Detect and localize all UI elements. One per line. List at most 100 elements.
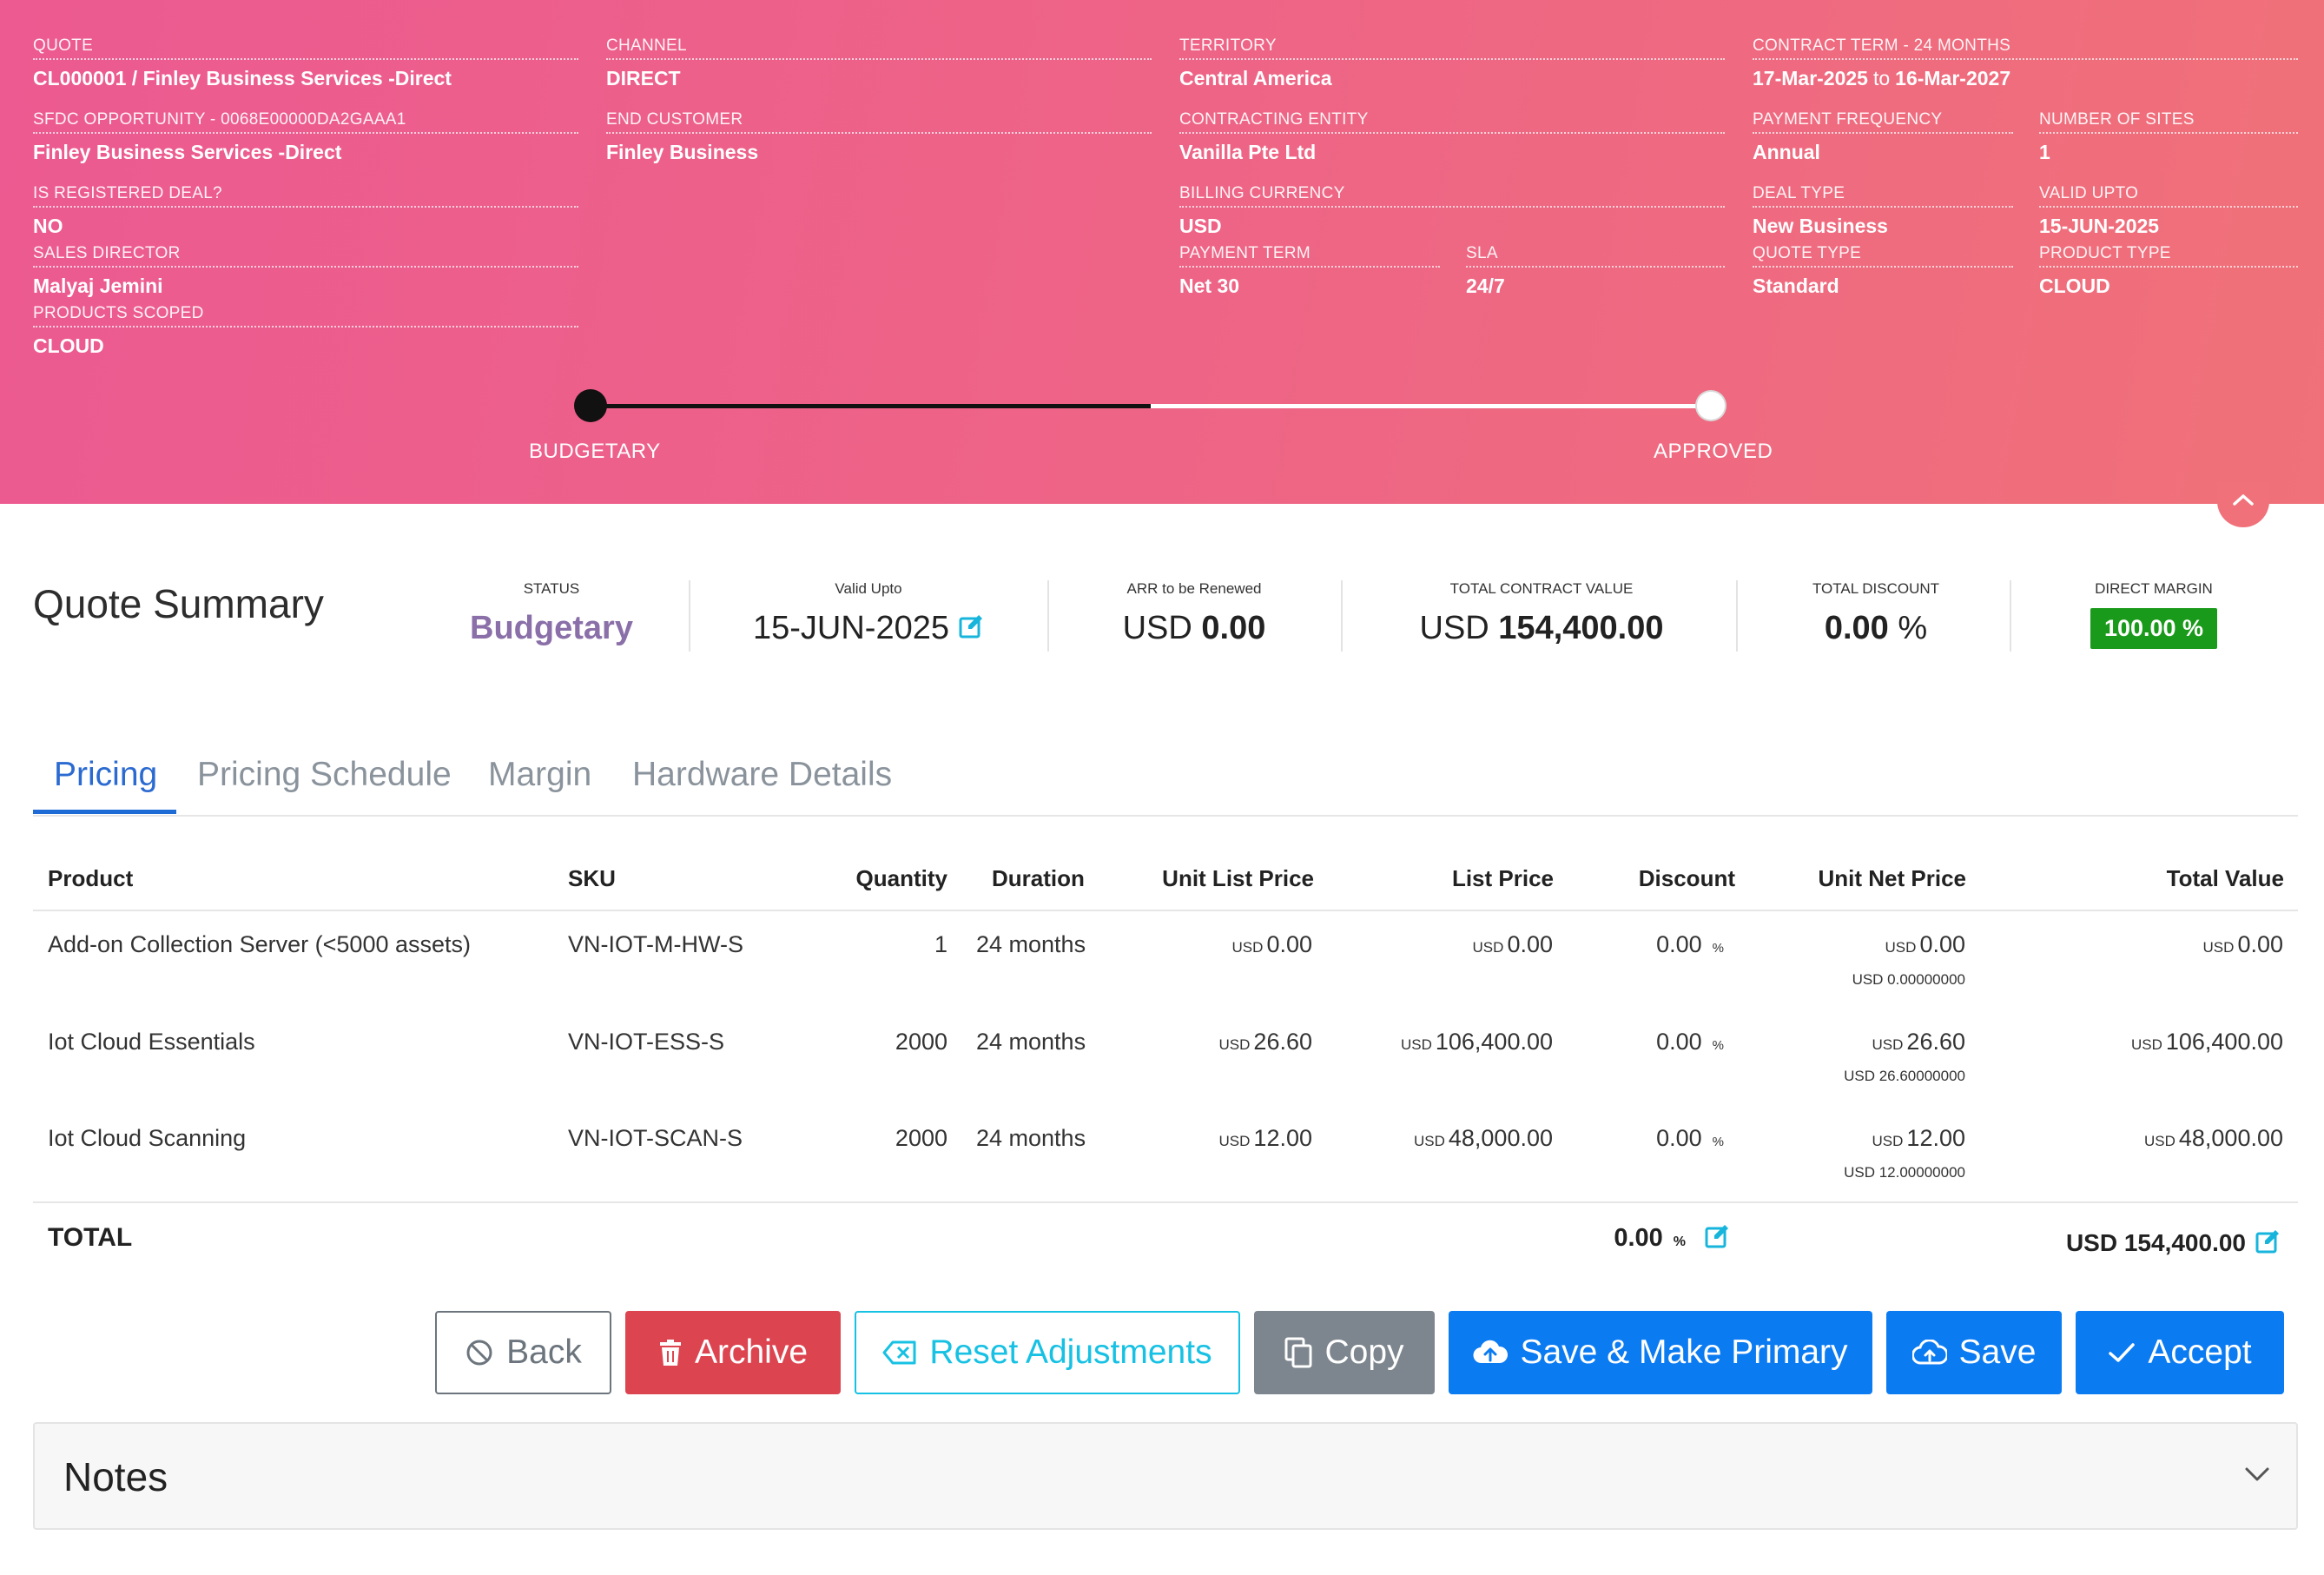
column-header-duration: Duration <box>992 865 1085 891</box>
amount: 0.00 <box>1824 610 1889 646</box>
currency: USD <box>1872 1036 1904 1053</box>
amount: 48,000.00 <box>1448 1125 1553 1151</box>
copy-icon <box>1284 1337 1312 1368</box>
amount: 0.00 <box>1266 931 1312 957</box>
copy-button-label: Copy <box>1324 1333 1404 1371</box>
field-value: Finley Business Services -Direct <box>33 141 342 163</box>
cell-product: Add-on Collection Server (<5000 assets) <box>48 931 472 957</box>
total-discount: 0.00% <box>1614 1224 1686 1253</box>
currency: USD <box>1872 1133 1904 1149</box>
contract-end-date: 16-Mar-2027 <box>1895 67 2011 89</box>
notes-panel[interactable]: Notes <box>33 1422 2298 1530</box>
edit-total-discount-icon[interactable] <box>1704 1223 1730 1254</box>
field-quote: QUOTE CL000001 / Finley Business Service… <box>33 36 578 90</box>
contract-term-connector: to <box>1872 67 1891 89</box>
currency: USD <box>1122 610 1192 646</box>
currency: USD <box>1413 1133 1445 1149</box>
kpi-total-contract-value: TOTAL CONTRACT VALUE USD 154,400.00 <box>1372 580 1711 647</box>
field-number-of-sites: NUMBER OF SITES 1 <box>2039 110 2298 164</box>
field-value: 24/7 <box>1466 275 1505 297</box>
field-contracting-entity: CONTRACTING ENTITY Vanilla Pte Ltd <box>1179 110 1725 164</box>
kpi-total-discount: TOTAL DISCOUNT 0.00 % <box>1763 580 1989 647</box>
column-header-total-value: Total Value <box>2166 865 2284 891</box>
cell-unit-list-price: USD 0.00 <box>1232 931 1312 958</box>
copy-button[interactable]: Copy <box>1254 1311 1435 1394</box>
cell-unit-list-price: USD 26.60 <box>1219 1029 1312 1056</box>
tab-pricing-schedule[interactable]: Pricing Schedule <box>197 756 452 793</box>
amount: 26.60 <box>1253 1029 1312 1055</box>
tab-pricing[interactable]: Pricing <box>54 756 158 793</box>
stage-dot-approved[interactable] <box>1695 390 1726 421</box>
kpi-status: STATUS Budgetary <box>460 580 643 647</box>
cell-unit-net-precise: USD 12.00000000 <box>1844 1164 1965 1181</box>
cell-total-value: USD 0.00 <box>2203 931 2283 958</box>
back-button-label: Back <box>506 1333 582 1371</box>
field-value: Net 30 <box>1179 275 1240 297</box>
tab-margin[interactable]: Margin <box>488 756 592 793</box>
amount: 106,400.00 <box>1435 1029 1553 1055</box>
column-header-discount: Discount <box>1638 865 1735 891</box>
back-button[interactable]: Back <box>435 1311 611 1394</box>
cell-discount: 0.00% <box>1656 1125 1724 1152</box>
cell-unit-net-price: USD 0.00 <box>1885 931 1965 958</box>
reset-adjustments-button[interactable]: Reset Adjustments <box>855 1311 1240 1394</box>
field-label: PAYMENT FREQUENCY <box>1753 110 2013 134</box>
kpi-arr: ARR to be Renewed USD 0.00 <box>1077 580 1311 647</box>
tab-bar: Pricing Pricing Schedule Margin Hardware… <box>33 747 2298 817</box>
save-make-primary-button[interactable]: Save & Make Primary <box>1449 1311 1872 1394</box>
cell-quantity: 2000 <box>895 1125 947 1151</box>
field-value: Vanilla Pte Ltd <box>1179 141 1317 163</box>
field-label: SFDC OPPORTUNITY - 0068e00000DA2GAAA1 <box>33 110 578 134</box>
stage-dot-budgetary[interactable] <box>574 389 607 422</box>
field-value: New Business <box>1753 215 1888 237</box>
field-value: 1 <box>2039 141 2050 163</box>
field-value: CLOUD <box>2039 275 2110 297</box>
accept-button[interactable]: Accept <box>2076 1311 2284 1394</box>
cell-quantity: 1 <box>934 931 947 957</box>
field-sales-director: SALES DIRECTOR Malyaj Jemini <box>33 244 578 298</box>
amount: 48,000.00 <box>2178 1125 2283 1151</box>
active-tab-indicator <box>33 810 176 814</box>
cell-unit-net-precise: USD 26.60000000 <box>1844 1068 1965 1084</box>
amount: 0.00 <box>1507 931 1553 957</box>
kpi-label: Valid Upto <box>835 580 902 597</box>
field-label: NUMBER OF SITES <box>2039 110 2298 134</box>
cell-discount: 0.00% <box>1656 1029 1724 1056</box>
field-label: PAYMENT TERM <box>1179 244 1440 268</box>
archive-button-label: Archive <box>694 1333 809 1371</box>
field-deal-type: DEAL TYPE New Business <box>1753 184 2013 238</box>
tab-hardware-details[interactable]: Hardware Details <box>632 756 893 793</box>
currency: USD <box>2202 939 2235 956</box>
kpi-value: 0.00 % <box>1763 610 1989 647</box>
field-value: NO <box>33 215 63 237</box>
edit-icon[interactable] <box>958 611 984 648</box>
chevron-down-icon[interactable] <box>2244 1466 2270 1487</box>
kpi-label: ARR to be Renewed <box>1126 580 1262 597</box>
field-label: QUOTE <box>33 36 578 60</box>
contract-start-date: 17-Mar-2025 <box>1753 67 1868 89</box>
save-button[interactable]: Save <box>1886 1311 2062 1394</box>
amount: 12.00 <box>1906 1125 1965 1151</box>
field-label: TERRITORY <box>1179 36 1725 60</box>
stage-label-approved: APPROVED <box>1654 440 1773 463</box>
field-value: Malyaj Jemini <box>33 275 163 297</box>
field-contract-term: CONTRACT TERM - 24 MONTHS 17-Mar-2025 to 1… <box>1753 36 2298 90</box>
kpi-direct-margin: DIRECT MARGIN 100.00 % <box>2041 580 2267 649</box>
cell-unit-net-precise: USD 0.00000000 <box>1852 971 1965 988</box>
archive-button[interactable]: Archive <box>625 1311 841 1394</box>
field-label: PRODUCT TYPE <box>2039 244 2298 268</box>
field-territory: TERRITORY Central America <box>1179 36 1725 90</box>
field-value: 17-Mar-2025 to 16-Mar-2027 <box>1753 67 2298 90</box>
kpi-label: DIRECT MARGIN <box>2095 580 2213 597</box>
kpi-valid-upto: Valid Upto 15-JUN-2025 <box>721 580 1016 648</box>
edit-total-value-icon[interactable] <box>2255 1228 2281 1259</box>
cell-quantity: 2000 <box>895 1029 947 1055</box>
unit: % <box>1898 610 1928 646</box>
cell-unit-net-price: USD 12.00 <box>1872 1125 1965 1152</box>
field-sla: SLA 24/7 <box>1466 244 1725 298</box>
currency: USD <box>1472 939 1504 956</box>
percent-sign: % <box>1712 1135 1724 1149</box>
field-channel: CHANNEL DIRECT <box>606 36 1152 90</box>
collapse-header-button[interactable] <box>2217 482 2269 527</box>
amount: 0.00 <box>1919 931 1965 957</box>
